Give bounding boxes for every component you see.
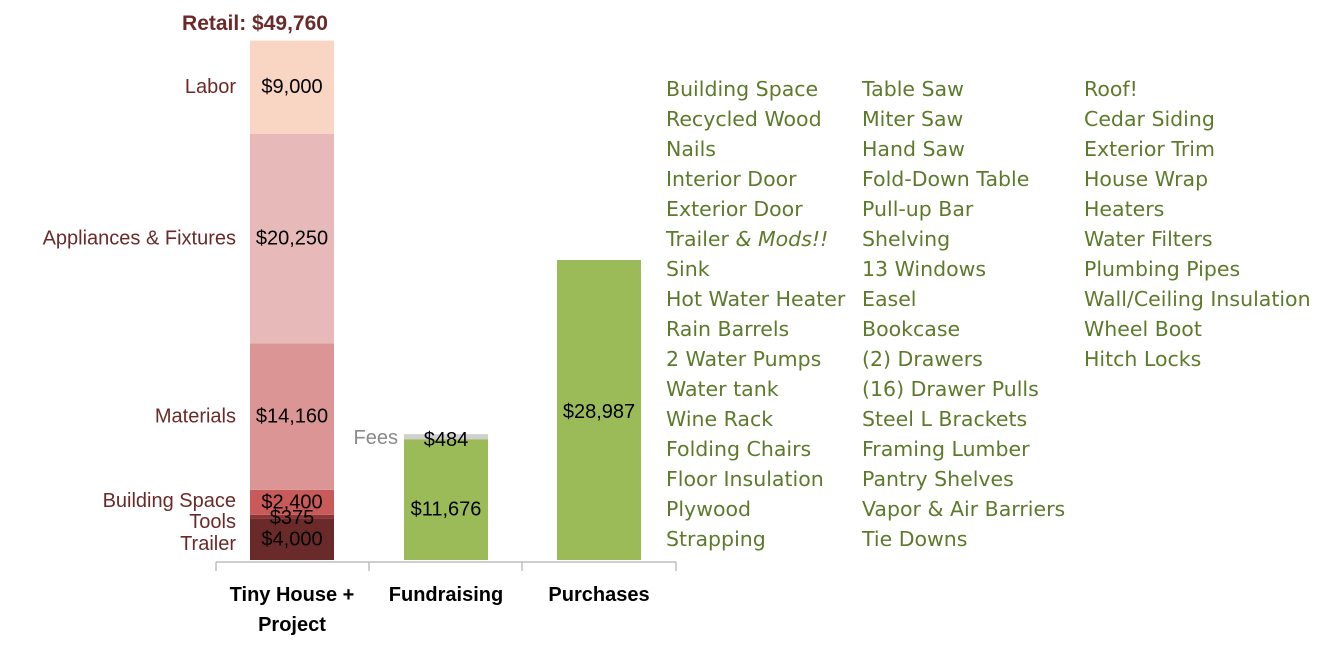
list-item: Recycled Wood	[666, 107, 822, 131]
x-label-tiny-house-line1: Tiny House +	[230, 584, 355, 606]
list-item: Miter Saw	[862, 107, 964, 131]
list-item: Hitch Locks	[1084, 347, 1202, 371]
list-item: Exterior Door	[666, 197, 803, 221]
list-item: Trailer & Mods!!	[666, 227, 829, 251]
list-item-emphasis: & Mods!!	[735, 227, 829, 251]
list-item: Cedar Siding	[1084, 107, 1215, 131]
bar-segment-building-space	[250, 489, 334, 515]
list-item: Wine Rack	[666, 407, 774, 431]
list-item: Steel L Brackets	[862, 407, 1028, 431]
category-label-fees: Fees	[354, 427, 398, 449]
list-item: Hot Water Heater	[666, 287, 846, 311]
category-label-materials: Materials	[155, 406, 236, 428]
x-label-purchases: Purchases	[548, 584, 649, 606]
list-item: Rain Barrels	[666, 317, 790, 341]
retail-total-label: Retail: $49,760	[182, 12, 328, 35]
list-item: Strapping	[666, 527, 766, 551]
list-item: Water Filters	[1084, 227, 1213, 251]
x-label-tiny-house-line2: Project	[258, 614, 326, 636]
bar-segment-tools	[250, 514, 334, 519]
bar-fundraising	[404, 439, 488, 560]
list-item: Exterior Trim	[1084, 137, 1215, 161]
list-item: Easel	[862, 287, 917, 311]
data-label-labor: $9,000	[261, 76, 322, 98]
purchase-list-col2: Table Saw Miter Saw Hand Saw Fold-Down T…	[862, 74, 1065, 554]
bar-segment-trailer	[250, 518, 334, 560]
list-item: 13 Windows	[862, 257, 987, 281]
data-label-purchases: $28,987	[563, 401, 635, 423]
data-label-appliances-fixtures: $20,250	[256, 228, 328, 250]
category-label-trailer: Trailer	[180, 533, 236, 555]
list-item: Plumbing Pipes	[1084, 257, 1241, 281]
data-label-fundraising: $11,676	[411, 499, 482, 521]
data-label-fees: $484	[424, 429, 469, 451]
list-item: Vapor & Air Barriers	[862, 497, 1066, 521]
category-label-tools: Tools	[189, 511, 236, 533]
list-item: 2 Water Pumps	[666, 347, 822, 371]
bar-segment-materials	[250, 343, 334, 490]
purchase-list-col3: Roof! Cedar Siding Exterior Trim House W…	[1084, 74, 1311, 374]
data-label-building-space: $2,400	[261, 491, 322, 513]
x-label-fundraising: Fundraising	[389, 584, 503, 606]
list-item: Folding Chairs	[666, 437, 812, 461]
list-item: Interior Door	[666, 167, 797, 191]
bar-segment-labor	[250, 40, 334, 134]
list-item: Pantry Shelves	[862, 467, 1014, 491]
list-item: Roof!	[1084, 77, 1138, 101]
list-item: Fold-Down Table	[862, 167, 1030, 191]
list-item: Floor Insulation	[666, 467, 824, 491]
list-item: Hand Saw	[862, 137, 965, 161]
list-item: Bookcase	[862, 317, 961, 341]
list-item: Wheel Boot	[1084, 317, 1202, 341]
list-item: Pull-up Bar	[862, 197, 974, 221]
list-item: Framing Lumber	[862, 437, 1030, 461]
list-item: Heaters	[1084, 197, 1165, 221]
bar-segment-fees	[404, 434, 488, 440]
bar-segment-appliances-fixtures	[250, 133, 334, 344]
list-item: Wall/Ceiling Insulation	[1084, 287, 1311, 311]
category-label-labor: Labor	[185, 76, 236, 98]
list-item: Plywood	[666, 497, 752, 521]
list-item: Tie Downs	[862, 527, 968, 551]
category-label-appliances-fixtures: Appliances & Fixtures	[43, 228, 236, 250]
purchase-list-col1: Building Space Recycled Wood Nails Inter…	[666, 74, 845, 554]
list-item: Water tank	[666, 377, 779, 401]
data-label-materials: $14,160	[256, 406, 328, 428]
list-item: Nails	[666, 137, 716, 161]
list-item: Sink	[666, 257, 710, 281]
list-item: Building Space	[666, 77, 819, 101]
list-item: Shelving	[862, 227, 951, 251]
data-label-tools: $375	[270, 507, 315, 529]
list-item: (2) Drawers	[862, 347, 983, 371]
list-item: Table Saw	[862, 77, 964, 101]
data-label-trailer: $4,000	[261, 528, 322, 550]
category-label-building-space: Building Space	[103, 490, 236, 512]
list-item: House Wrap	[1084, 167, 1209, 191]
bar-purchases	[557, 259, 641, 560]
list-item: (16) Drawer Pulls	[862, 377, 1039, 401]
